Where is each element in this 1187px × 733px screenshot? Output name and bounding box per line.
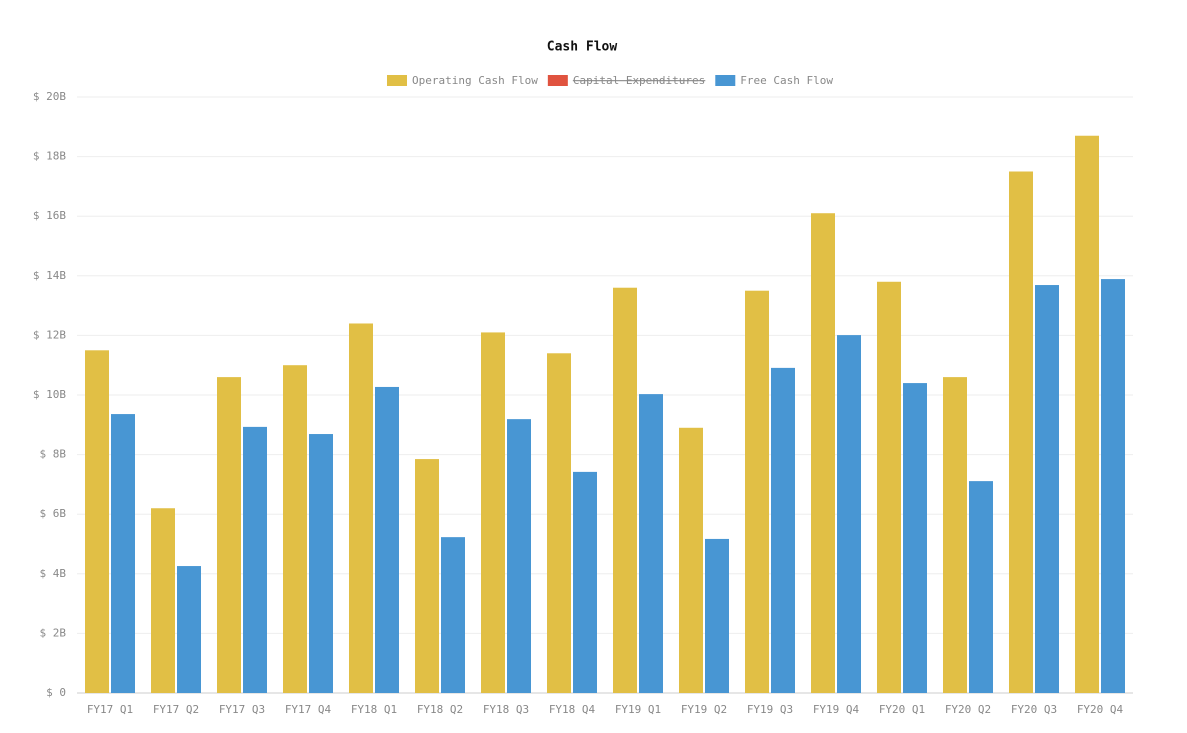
bar (1075, 135, 1099, 694)
bar (283, 365, 307, 693)
bar (903, 383, 927, 693)
x-tick-label: FY18 Q4 (549, 703, 596, 716)
y-tick-label: $ 10B (33, 388, 66, 401)
legend-swatch (547, 75, 568, 86)
y-tick-label: $ 20B (33, 90, 66, 103)
y-tick-label: $ 6B (40, 507, 67, 520)
legend-item[interactable]: Operating Cash Flow (386, 74, 538, 87)
x-tick-label: FY17 Q3 (219, 703, 265, 716)
bar (177, 566, 201, 693)
legend-swatch (386, 75, 407, 86)
legend-item[interactable]: Capital Expenditures (547, 74, 705, 87)
bar (1101, 279, 1125, 693)
x-tick-label: FY20 Q4 (1077, 703, 1124, 716)
legend-label: Operating Cash Flow (412, 74, 538, 87)
x-tick-label: FY19 Q4 (813, 703, 860, 716)
x-tick-label: FY20 Q3 (1011, 703, 1057, 716)
bar (837, 335, 861, 693)
bar (111, 414, 135, 693)
y-tick-label: $ 16B (33, 209, 66, 222)
bar (943, 377, 967, 693)
legend-label: Capital Expenditures (573, 74, 705, 87)
y-tick-label: $ 2B (40, 626, 67, 639)
bar (1035, 285, 1059, 693)
bar (309, 434, 333, 693)
y-tick-label: $ 14B (33, 269, 66, 282)
x-tick-label: FY19 Q1 (615, 703, 661, 716)
bar (1009, 171, 1033, 693)
bar (217, 377, 241, 693)
legend-label: Free Cash Flow (740, 74, 833, 87)
bar (547, 353, 571, 693)
bar (679, 427, 703, 693)
y-tick-label: $ 0 (46, 686, 66, 699)
bar (573, 471, 597, 693)
bar (613, 287, 637, 693)
y-tick-label: $ 12B (33, 328, 66, 341)
bar (151, 508, 175, 693)
legend-swatch (715, 75, 736, 86)
bar (705, 538, 729, 693)
x-tick-label: FY18 Q3 (483, 703, 529, 716)
x-tick-label: FY17 Q1 (87, 703, 133, 716)
x-tick-label: FY18 Q1 (351, 703, 397, 716)
bar (349, 323, 373, 693)
bar (639, 394, 663, 693)
bar (969, 481, 993, 693)
legend: Operating Cash Flow Capital Expenditures F… (386, 74, 833, 87)
bar (375, 386, 399, 693)
x-tick-label: FY17 Q2 (153, 703, 199, 716)
chart-title: Cash Flow (547, 40, 618, 55)
x-tick-label: FY20 Q2 (945, 703, 991, 716)
y-tick-label: $ 18B (33, 150, 66, 163)
bar (771, 367, 795, 693)
x-tick-label: FY19 Q3 (747, 703, 793, 716)
y-tick-label: $ 4B (40, 567, 67, 580)
bar (745, 290, 769, 693)
bar (243, 426, 267, 693)
y-tick-label: $ 8B (40, 448, 67, 461)
legend-item[interactable]: Free Cash Flow (715, 74, 833, 87)
bar (877, 281, 901, 693)
x-tick-label: FY20 Q1 (879, 703, 925, 716)
x-tick-label: FY18 Q2 (417, 703, 463, 716)
x-tick-label: FY19 Q2 (681, 703, 727, 716)
bar (811, 213, 835, 693)
bar (507, 419, 531, 693)
bar (85, 350, 109, 693)
bar (415, 459, 439, 693)
x-tick-label: FY17 Q4 (285, 703, 332, 716)
bar (441, 537, 465, 693)
bar (481, 332, 505, 693)
